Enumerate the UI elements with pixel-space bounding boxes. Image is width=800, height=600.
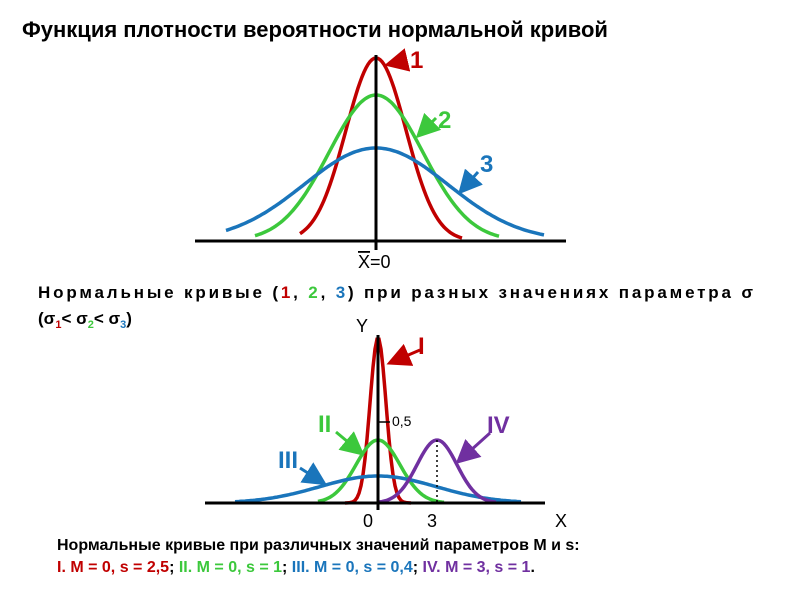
arrow xyxy=(415,112,442,139)
label: IV xyxy=(487,412,510,439)
arrow xyxy=(455,431,492,465)
curve xyxy=(317,438,445,505)
t: IV. M = 3, s = 1 xyxy=(423,559,531,576)
arrow xyxy=(299,462,328,486)
t: 1 xyxy=(55,319,61,331)
t: 2 xyxy=(88,319,94,331)
t: < xyxy=(61,309,76,328)
caption: Нормальные кривые (1, 2, 3) при разных з… xyxy=(38,283,753,302)
t: 3 xyxy=(336,283,345,302)
t: ; xyxy=(413,559,423,576)
t: ( xyxy=(38,309,44,328)
label: I xyxy=(418,333,425,360)
t: Нормальные кривые ( xyxy=(38,283,278,302)
t: , xyxy=(321,283,333,302)
t: 1 xyxy=(281,283,290,302)
x: X xyxy=(358,252,370,272)
axis-label: X=0 xyxy=(358,252,391,272)
arrow xyxy=(386,343,421,366)
tick-label: 3 xyxy=(427,511,437,531)
caption: (σ1< σ2< σ3) xyxy=(38,309,132,331)
axis-label: Y xyxy=(356,316,368,336)
arrow xyxy=(335,430,365,456)
label: III xyxy=(278,447,298,474)
t: III. M = 0, s = 0,4 xyxy=(292,559,413,576)
t: σ xyxy=(76,309,88,328)
axis-label: X xyxy=(555,511,567,531)
curve xyxy=(225,146,545,237)
tick-label: 0 xyxy=(363,511,373,531)
t: σ xyxy=(44,309,56,328)
title: Функция плотности вероятности нормальной… xyxy=(22,17,608,42)
t: . xyxy=(530,559,534,576)
t: ; xyxy=(282,559,292,576)
t: 3 xyxy=(120,319,126,331)
t: ) xyxy=(126,309,132,328)
t: ; xyxy=(169,559,179,576)
label: 1 xyxy=(410,47,423,74)
curve xyxy=(299,56,463,240)
t: σ xyxy=(109,309,121,328)
label: 2 xyxy=(438,107,451,134)
suffix: =0 xyxy=(370,252,391,272)
arrow xyxy=(458,168,483,195)
caption: I. M = 0, s = 2,5; II. M = 0, s = 1; III… xyxy=(57,559,535,576)
arrow xyxy=(384,48,411,72)
t: 2 xyxy=(308,283,317,302)
t: ) при разных значениях параметра σ xyxy=(348,283,753,302)
caption: Нормальные кривые при различных значений… xyxy=(57,537,580,554)
t: < xyxy=(94,309,109,328)
t: I. M = 0, s = 2,5 xyxy=(57,559,169,576)
t: II. M = 0, s = 1 xyxy=(179,559,282,576)
label: 3 xyxy=(480,151,493,178)
label: II xyxy=(318,411,331,438)
tick-label: 0,5 xyxy=(392,413,412,429)
t: , xyxy=(293,283,305,302)
